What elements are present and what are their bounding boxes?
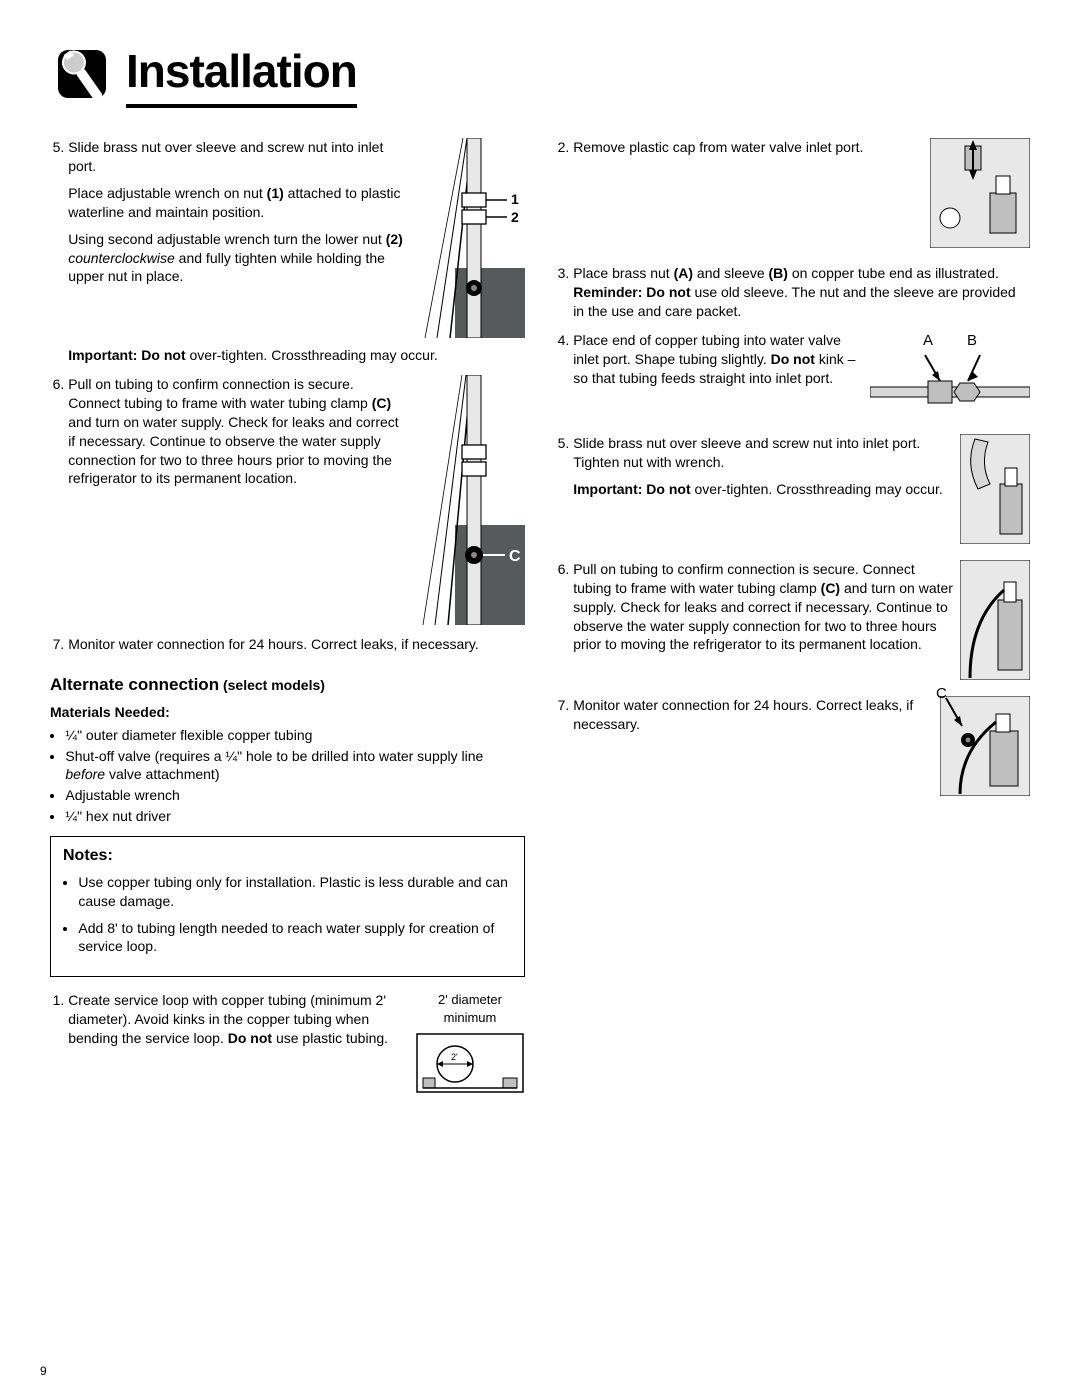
label-c: C [936, 684, 947, 704]
text: over-tighten. Crossthreading may occur. [691, 481, 943, 497]
list-item: ¼" outer diameter flexible copper tubing [65, 726, 525, 745]
figure-valve-cap-icon [930, 138, 1030, 248]
text: over-tighten. Crossthreading may occur. [186, 347, 438, 363]
header: Installation [50, 40, 1030, 108]
list-item: Adjustable wrench [65, 786, 525, 805]
bold: (C) [372, 395, 391, 411]
figure-service-loop-icon: 2' [415, 1028, 525, 1098]
svg-text:1: 1 [511, 191, 519, 207]
label-b: B [967, 332, 977, 349]
text: Slide brass nut over sleeve and screw nu… [68, 139, 383, 174]
page-title: Installation [126, 40, 357, 108]
text: Monitor water connection for 24 hours. C… [573, 697, 913, 732]
list-item: Shut-off valve (requires a ¼" hole to be… [65, 747, 525, 785]
text: Remove plastic cap from water valve inle… [573, 139, 863, 155]
right-step-6: Pull on tubing to confirm connection is … [573, 560, 1030, 686]
figure-nut-sleeve-icon [870, 353, 1030, 413]
text: Monitor water connection for 24 hours. C… [68, 636, 479, 652]
bold: Do not [228, 1030, 272, 1046]
materials-list: ¼" outer diameter flexible copper tubing… [50, 726, 525, 826]
list-item: ¼" hex nut driver [65, 807, 525, 826]
svg-text:C: C [509, 548, 521, 565]
installation-icon [50, 42, 114, 106]
text: Place adjustable wrench on nut [68, 185, 266, 201]
right-step-7: C Monitor water connection for 24 hours.… [573, 696, 1030, 807]
figure-wrench-icon [960, 434, 1030, 544]
text: Place brass nut [573, 265, 673, 281]
right-column: Remove plastic cap from water valve inle… [555, 138, 1030, 1113]
label-a: A [923, 332, 933, 349]
figure-clamp-final-icon [940, 696, 1030, 796]
left-step-7: Monitor water connection for 24 hours. C… [68, 635, 525, 654]
figure-tubing-clamp-icon: C [415, 375, 525, 625]
italic: counterclockwise [68, 250, 175, 266]
right-step-4: A B Place end of copper tubing into wate… [573, 331, 1030, 424]
figure-tube-insert-icon [960, 560, 1030, 680]
right-step-2: Remove plastic cap from water valve inle… [573, 138, 1030, 254]
alternate-heading: Alternate connection (select models) [50, 674, 525, 697]
notes-box: Notes: Use copper tubing only for instal… [50, 836, 525, 977]
alt-step-1: Create service loop with copper tubing (… [68, 991, 525, 1103]
left-step-5: Slide brass nut over sleeve and screw nu… [68, 138, 525, 365]
text: use plastic tubing. [272, 1030, 388, 1046]
figure-label: 2' diameter minimum [415, 991, 525, 1026]
text: and turn on water supply. Check for leak… [68, 414, 398, 487]
list-item: Add 8' to tubing length needed to reach … [78, 919, 512, 957]
left-step-6: Pull on tubing to confirm connection is … [68, 375, 525, 625]
bold: (1) [267, 185, 284, 201]
svg-text:2: 2 [511, 209, 519, 225]
text: Slide brass nut over sleeve and screw nu… [573, 435, 920, 470]
page-number: 9 [40, 1363, 47, 1379]
svg-text:2': 2' [451, 1052, 458, 1062]
text: Pull on tubing to confirm connection is … [68, 376, 372, 411]
bold: (2) [386, 231, 403, 247]
text: Using second adjustable wrench turn the … [68, 231, 386, 247]
bold: Important: Do not [68, 347, 185, 363]
notes-heading: Notes: [63, 845, 512, 867]
left-column: Slide brass nut over sleeve and screw nu… [50, 138, 525, 1113]
right-step-3: Place brass nut (A) and sleeve (B) on co… [573, 264, 1030, 321]
right-step-5: Slide brass nut over sleeve and screw nu… [573, 434, 1030, 550]
list-item: Use copper tubing only for installation.… [78, 873, 512, 911]
figure-tubing-nuts-icon: 1 2 [415, 138, 525, 338]
materials-heading: Materials Needed: [50, 703, 525, 722]
